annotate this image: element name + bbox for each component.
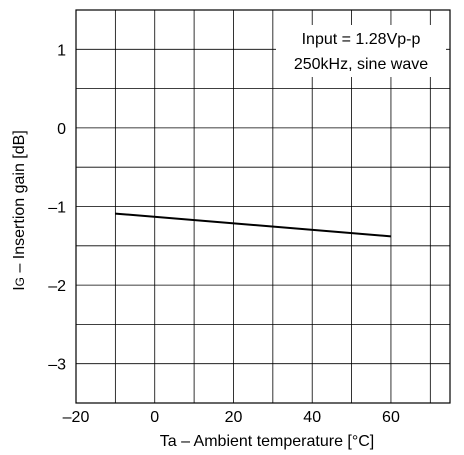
- x-tick-label: 60: [382, 409, 400, 426]
- x-tick-label: 20: [225, 409, 243, 426]
- series-layer: [115, 212, 392, 238]
- y-axis-label-main: I: [11, 286, 28, 290]
- plot-frame: [75, 9, 451, 404]
- annotation-line-1: Input = 1.28Vp-p: [302, 31, 421, 48]
- y-tick-label: 0: [57, 121, 66, 138]
- y-tick-labels: 1 0 –1 –2 –3: [48, 42, 66, 373]
- y-axis-label-sub: G: [13, 277, 27, 286]
- y-tick-label: –2: [48, 278, 66, 295]
- annotation-line-2: 250kHz, sine wave: [294, 56, 428, 73]
- x-tick-label: 0: [150, 409, 159, 426]
- x-axis-label: Ta – Ambient temperature [°C]: [160, 433, 375, 450]
- y-axis-label: IG – Insertion gain [dB]: [11, 130, 28, 291]
- y-tick-label: –1: [48, 200, 66, 217]
- x-tick-labels: –20 0 20 40 60: [63, 409, 400, 426]
- x-tick-label: 40: [303, 409, 321, 426]
- y-axis-label-rest: – Insertion gain [dB]: [11, 130, 28, 277]
- x-tick-label: –20: [63, 409, 90, 426]
- series-line: [115, 212, 392, 238]
- annotation-box: [276, 25, 446, 77]
- y-tick-label: 1: [57, 42, 66, 59]
- y-tick-label: –3: [48, 357, 66, 374]
